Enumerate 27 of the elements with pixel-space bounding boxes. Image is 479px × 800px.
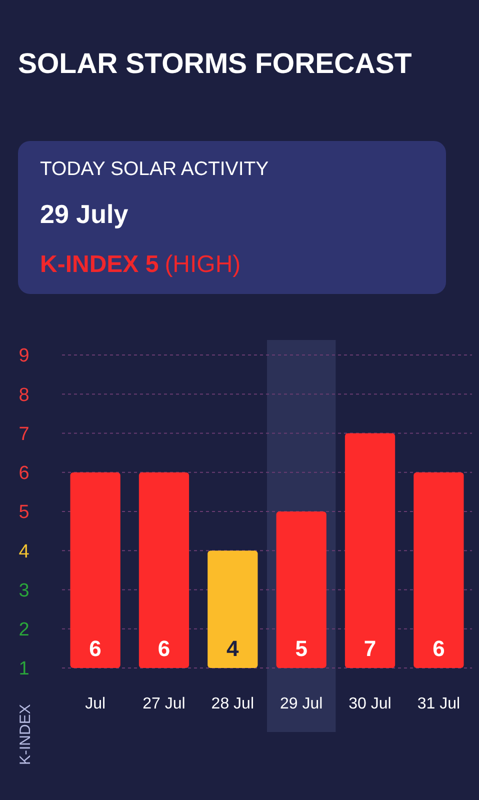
x-tick-label: 27 Jul — [142, 696, 186, 713]
data-label: 5 — [295, 636, 308, 661]
text: (HIGH) — [164, 251, 241, 278]
y-tick-label: 4 — [18, 541, 30, 562]
data-label: 6 — [158, 636, 170, 661]
text: 29 July — [40, 199, 129, 229]
data-label: 6 — [432, 636, 445, 661]
x-tick-label: 29 Jul — [280, 696, 323, 713]
y-tick-label: 9 — [18, 346, 30, 367]
data-label: 6 — [89, 636, 102, 661]
y-tick-label: 1 — [18, 658, 30, 680]
y-tick-label: 2 — [18, 620, 30, 641]
y-tick-label: 8 — [18, 384, 30, 406]
data-label: 7 — [364, 636, 376, 661]
chart-title: SOLAR STORMS FORECAST — [18, 48, 412, 80]
y-tick-label: 6 — [18, 463, 30, 484]
x-tick-label: Jul — [85, 696, 106, 713]
y-tick-label: 7 — [18, 424, 30, 445]
text: K-INDEX 5 — [40, 251, 159, 278]
y-tick-label: 5 — [18, 502, 30, 524]
x-tick-label: 31 Jul — [417, 696, 460, 713]
y-axis-title: K-INDEX — [17, 704, 34, 765]
y-tick-label: 3 — [18, 580, 30, 602]
text: TODAY SOLAR ACTIVITY — [40, 158, 269, 180]
data-label: 4 — [226, 636, 240, 661]
x-tick-label: 28 Jul — [211, 696, 254, 713]
x-tick-label: 30 Jul — [348, 696, 392, 713]
